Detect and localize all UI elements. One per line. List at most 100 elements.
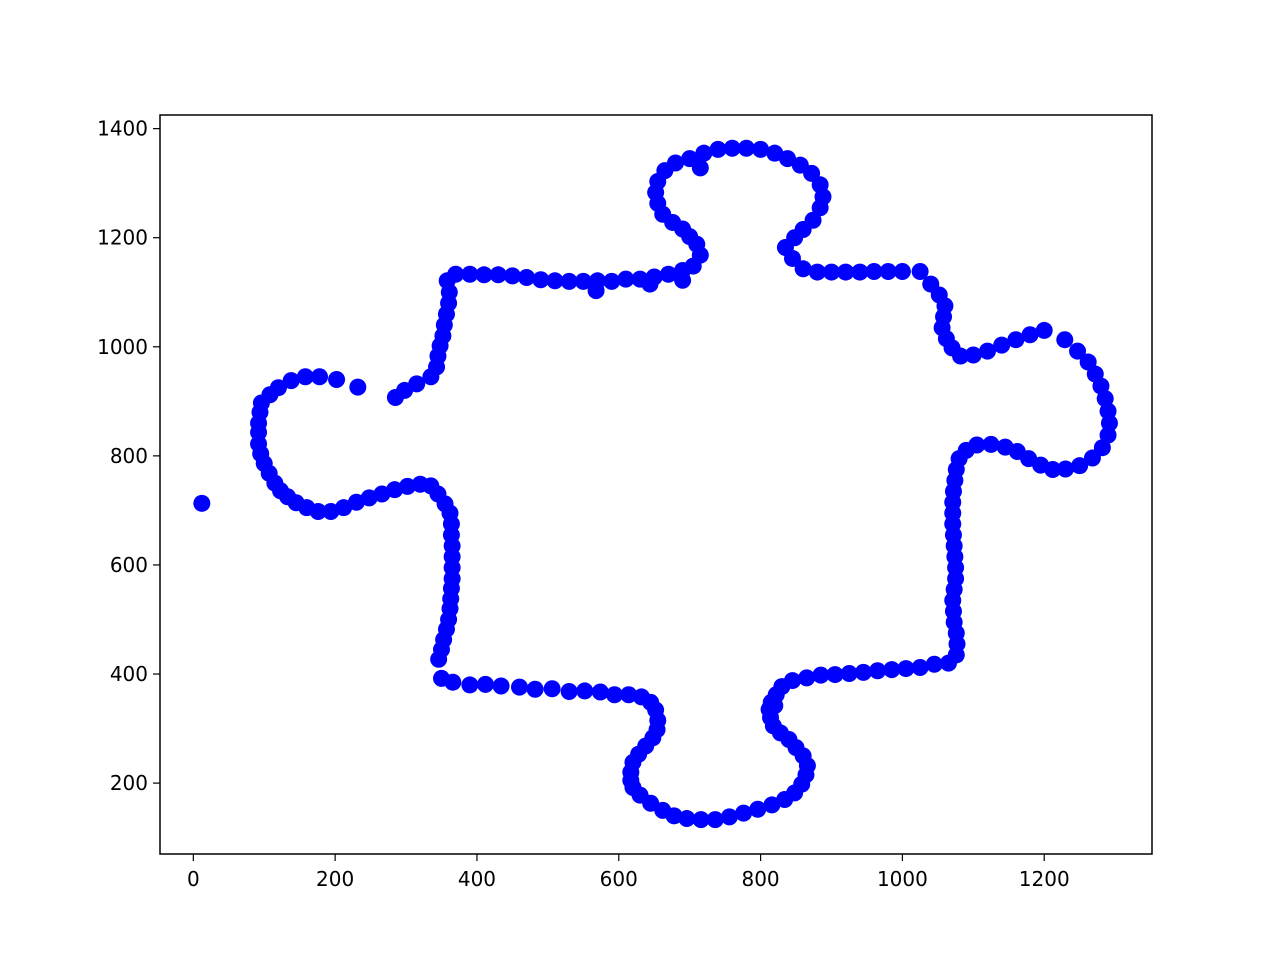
- scatter-point: [606, 686, 624, 704]
- scatter-point: [794, 260, 812, 278]
- x-tick-label: 800: [741, 867, 779, 891]
- scatter-point: [692, 811, 710, 829]
- scatter-point: [422, 368, 440, 386]
- y-tick-label: 1400: [97, 117, 148, 141]
- y-axis: 200 400 600 800 1000 1200 1400: [97, 117, 160, 795]
- y-tick-label: 1000: [97, 335, 148, 359]
- scatter-point: [665, 807, 683, 825]
- scatter-point: [779, 150, 797, 168]
- scatter-point: [735, 804, 753, 822]
- x-tick-label: 0: [187, 867, 200, 891]
- scatter-point: [737, 139, 755, 157]
- x-tick-label: 600: [600, 867, 638, 891]
- scatter-point: [706, 811, 724, 829]
- scatter-point: [347, 493, 365, 511]
- scatter-point: [766, 697, 784, 715]
- x-tick-label: 200: [316, 867, 354, 891]
- scatter-point: [1069, 342, 1087, 360]
- scatter-point: [282, 372, 300, 390]
- scatter-point: [560, 682, 578, 700]
- scatter-point: [518, 269, 536, 287]
- scatter-point: [925, 655, 943, 673]
- scatter-point: [964, 346, 982, 364]
- scatter-point: [386, 481, 404, 499]
- scatter-point: [349, 378, 367, 396]
- scatter-points: [193, 139, 1118, 829]
- scatter-point: [526, 680, 544, 698]
- scatter-point: [430, 650, 448, 668]
- scatter-point: [752, 140, 770, 158]
- scatter-point: [511, 678, 528, 696]
- y-tick-label: 200: [110, 771, 148, 795]
- scatter-point: [723, 139, 741, 157]
- scatter-point: [691, 159, 709, 177]
- scatter-point: [922, 275, 940, 293]
- scatter-point: [386, 389, 404, 407]
- scatter-point: [897, 660, 915, 678]
- scatter-point: [982, 435, 1000, 453]
- scatter-point: [475, 266, 493, 284]
- scatter-point: [576, 682, 594, 700]
- scatter-point: [532, 271, 550, 289]
- scatter-point: [360, 489, 378, 507]
- scatter-point: [837, 263, 855, 281]
- scatter-point: [812, 666, 830, 684]
- scatter-point: [503, 267, 521, 285]
- scatter-point: [993, 336, 1011, 354]
- scatter-point: [591, 683, 609, 701]
- scatter-point: [1035, 321, 1053, 339]
- plot-area-frame: [159, 114, 1153, 855]
- scatter-point: [678, 810, 696, 828]
- scatter-point: [620, 686, 638, 704]
- x-axis: 0 200 400 600 800 1000 1200: [187, 854, 1070, 891]
- scatter-point: [763, 796, 781, 814]
- scatter-point: [461, 265, 479, 283]
- scatter-point: [311, 368, 329, 386]
- scatter-point: [335, 499, 353, 517]
- scatter-point: [879, 263, 897, 281]
- scatter-point: [328, 371, 346, 389]
- scatter-point: [641, 275, 659, 293]
- scatter-point: [883, 661, 901, 679]
- scatter-point: [798, 669, 816, 687]
- scatter-point: [784, 672, 801, 690]
- scatter-point: [1071, 457, 1089, 475]
- scatter-point: [911, 658, 929, 676]
- scatter-point: [587, 282, 605, 300]
- scatter-point: [492, 677, 510, 695]
- scatter-point: [309, 503, 327, 520]
- scatter-point: [720, 808, 738, 826]
- scatter-point: [851, 263, 869, 281]
- scatter-point: [1056, 460, 1074, 478]
- scatter-point: [865, 263, 883, 281]
- scatter-point: [826, 666, 844, 684]
- scatter-point: [1056, 331, 1074, 349]
- scatter-point: [574, 272, 592, 290]
- scatter-point: [911, 263, 929, 281]
- scatter-point: [709, 140, 727, 158]
- y-tick-label: 1200: [97, 226, 148, 250]
- scatter-point: [603, 272, 621, 290]
- scatter-point: [854, 663, 872, 681]
- y-tick-label: 800: [110, 444, 148, 468]
- scatter-point: [1007, 331, 1025, 349]
- scatter-point: [808, 263, 826, 281]
- scatter-point: [823, 263, 840, 281]
- scatter-point: [1079, 353, 1097, 371]
- x-tick-label: 1200: [1019, 867, 1070, 891]
- scatter-point: [461, 676, 479, 694]
- scatter-point: [617, 270, 635, 288]
- x-tick-label: 1000: [877, 867, 928, 891]
- scatter-point: [546, 272, 564, 290]
- scatter-point: [193, 494, 211, 512]
- scatter-point: [869, 662, 887, 680]
- scatter-point: [804, 211, 822, 229]
- scatter-point: [766, 144, 784, 162]
- scatter-point: [695, 144, 713, 162]
- scatter-point: [476, 675, 494, 693]
- scatter-point: [373, 485, 391, 503]
- scatter-point: [296, 368, 314, 386]
- scatter-point: [1021, 326, 1039, 344]
